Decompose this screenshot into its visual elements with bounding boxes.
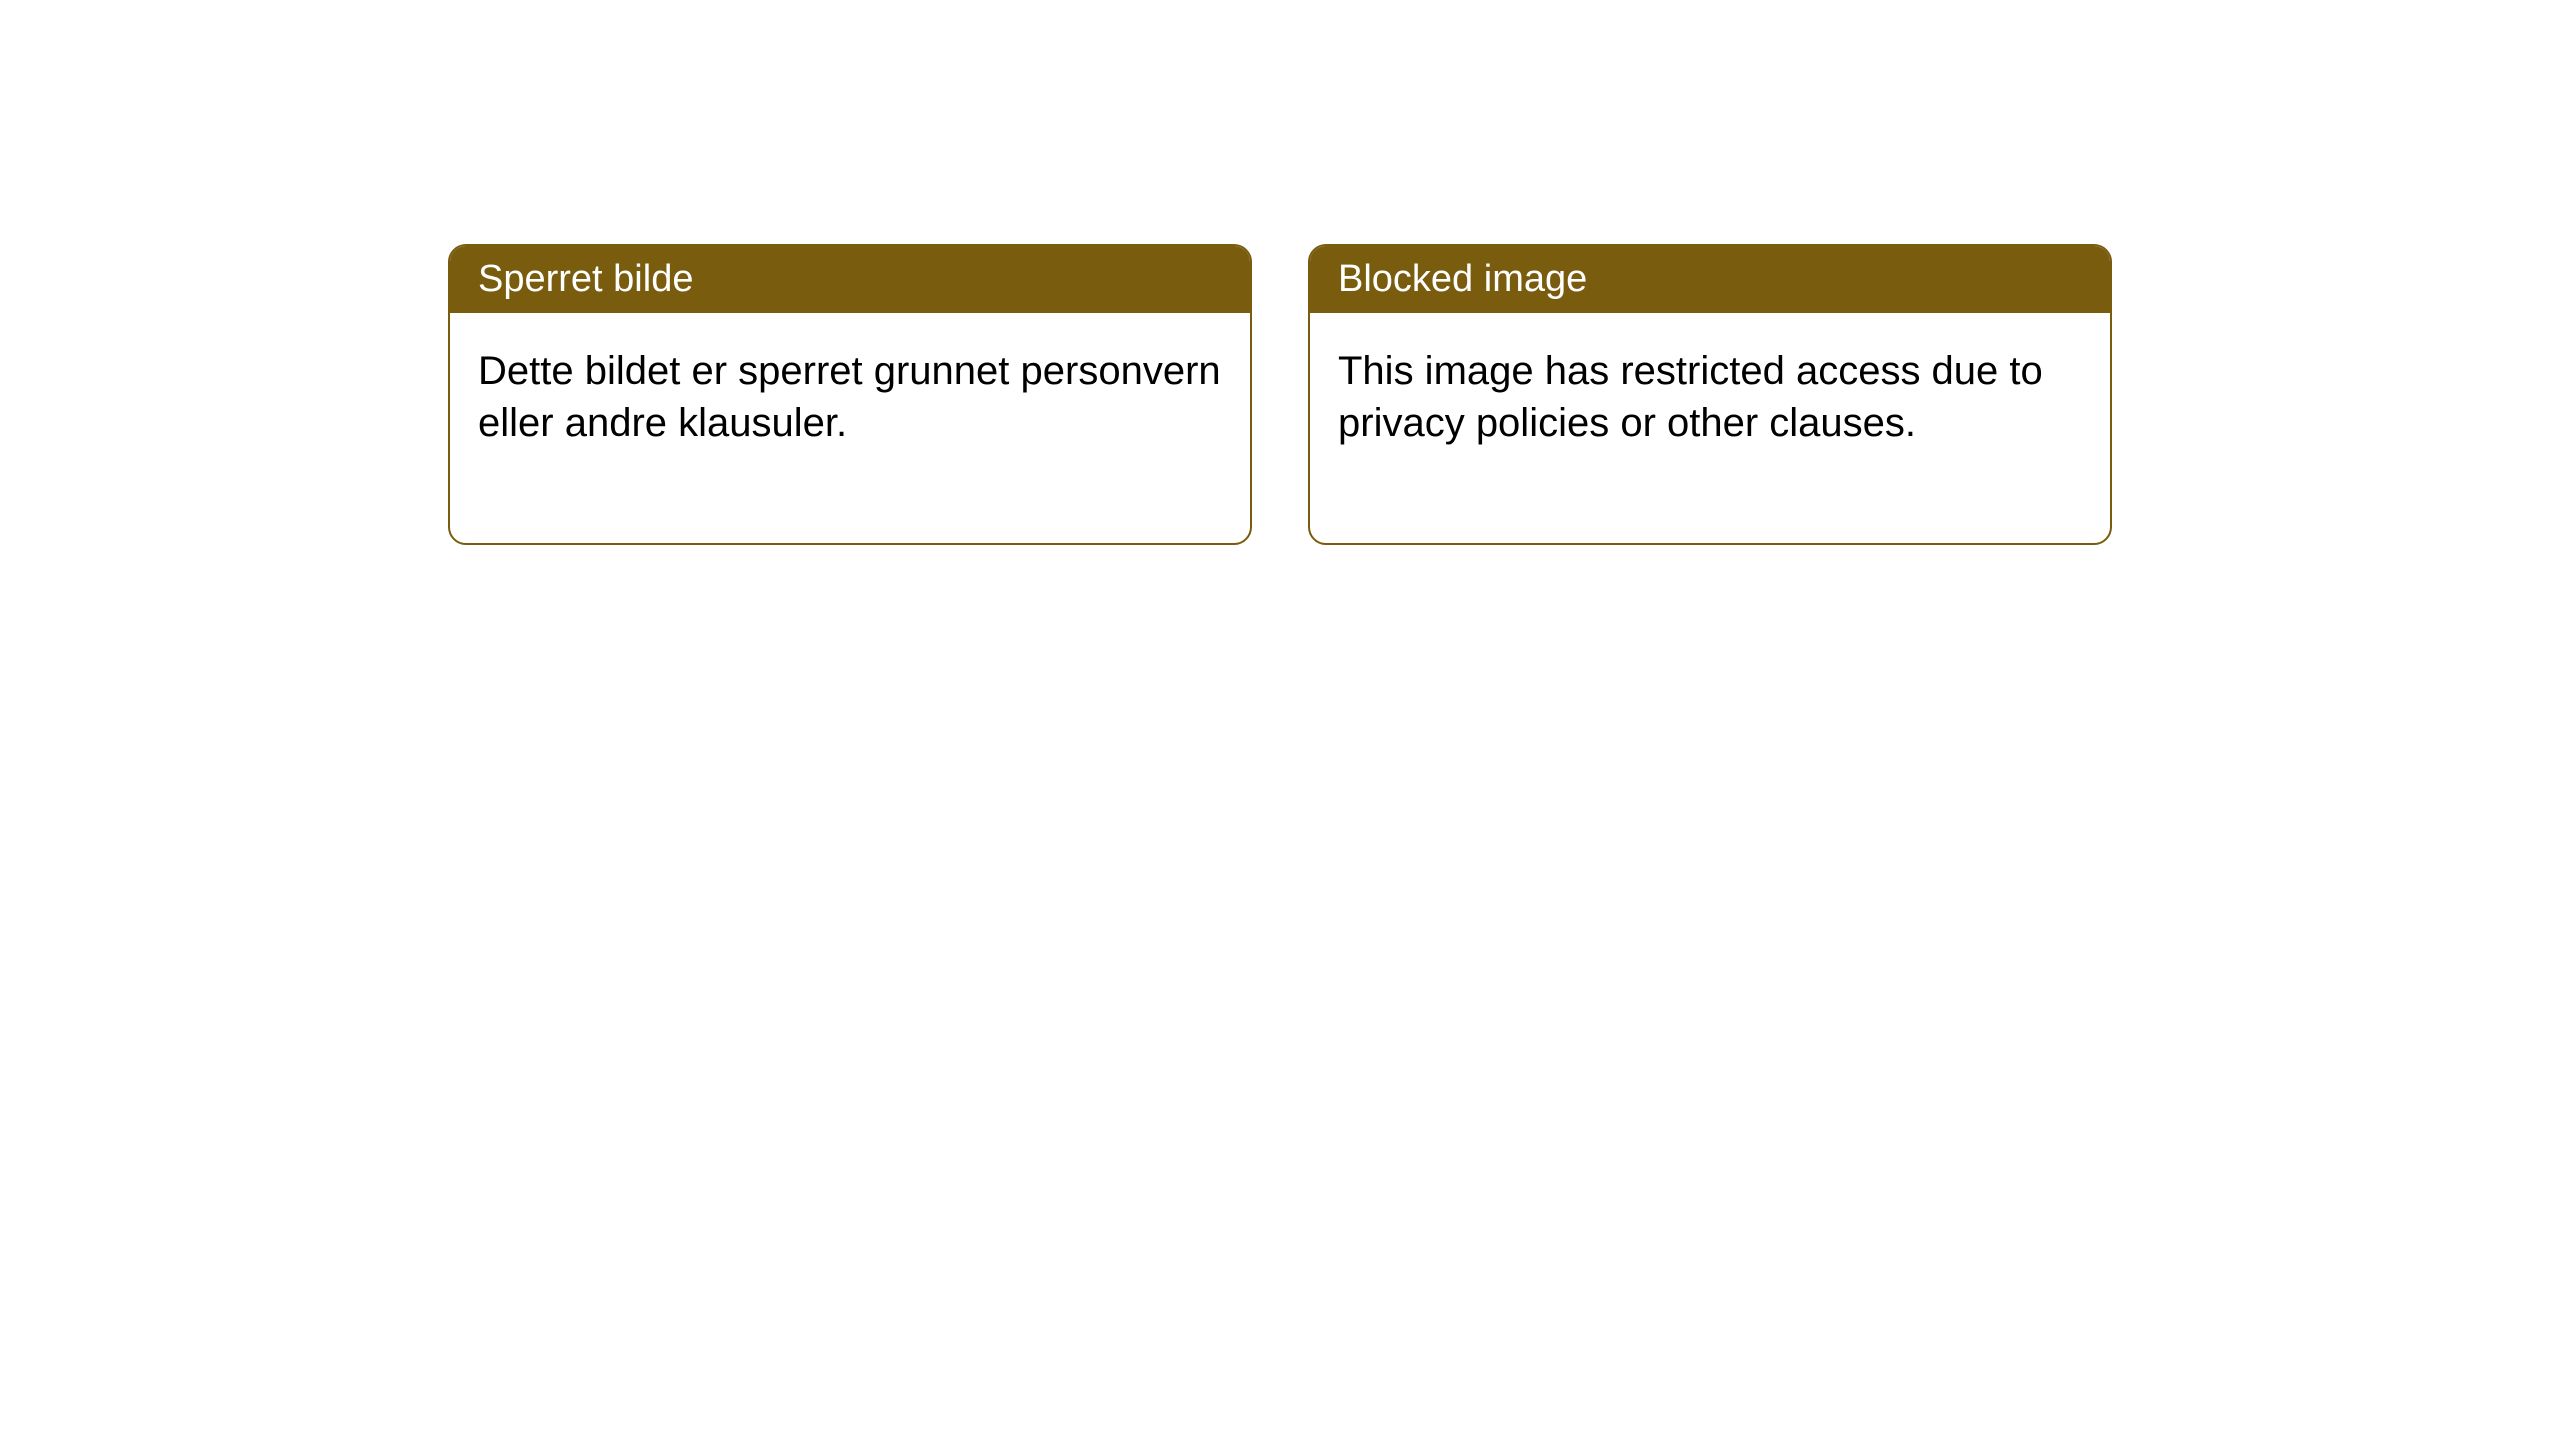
card-header: Sperret bilde [450,246,1250,313]
notice-card-english: Blocked image This image has restricted … [1308,244,2112,545]
notice-cards-container: Sperret bilde Dette bildet er sperret gr… [448,244,2112,545]
card-header: Blocked image [1310,246,2110,313]
card-body-text: This image has restricted access due to … [1338,349,2043,445]
card-body: This image has restricted access due to … [1310,313,2110,543]
card-title: Blocked image [1338,258,1587,300]
card-body-text: Dette bildet er sperret grunnet personve… [478,349,1221,445]
notice-card-norwegian: Sperret bilde Dette bildet er sperret gr… [448,244,1252,545]
card-body: Dette bildet er sperret grunnet personve… [450,313,1250,543]
card-title: Sperret bilde [478,258,693,300]
